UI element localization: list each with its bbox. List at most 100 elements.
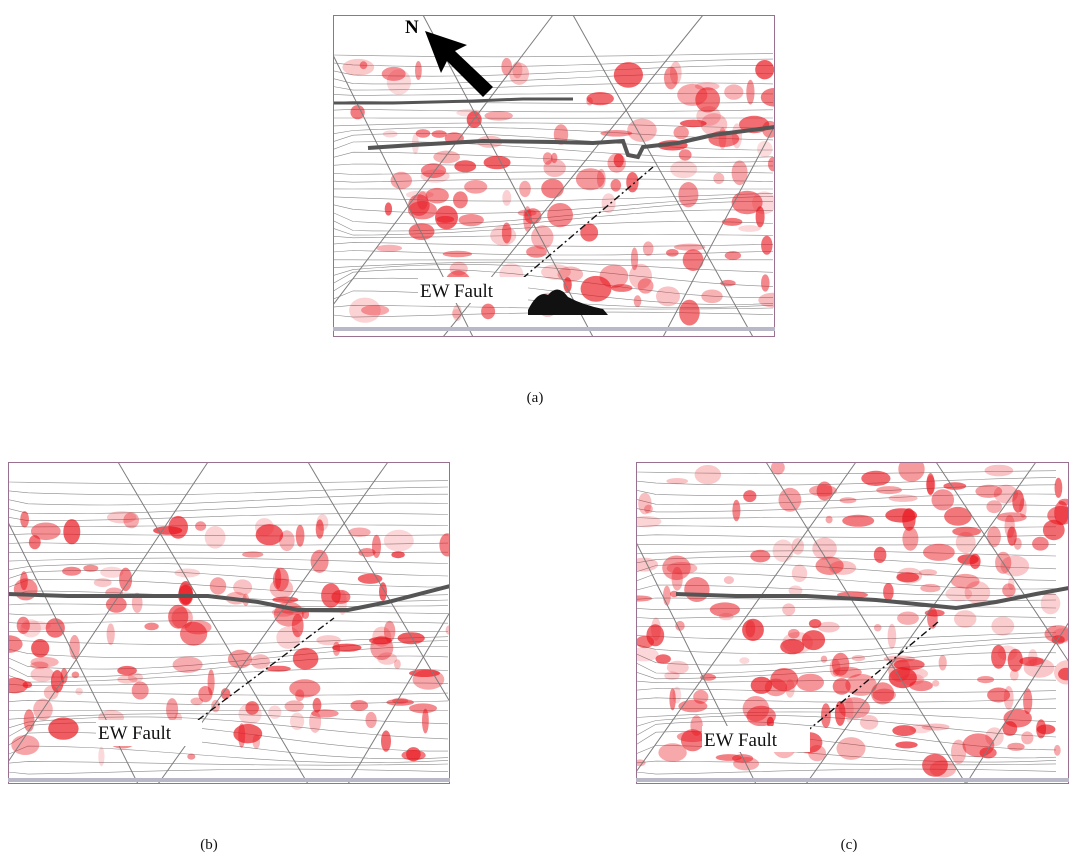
anomaly-patch <box>543 159 566 177</box>
anomaly-patch <box>172 656 203 673</box>
anomaly-patch <box>636 595 653 602</box>
anomaly-patch <box>442 250 473 258</box>
anomaly-patch <box>382 130 398 138</box>
anomaly-patch <box>817 621 840 633</box>
anomaly-patch <box>563 277 572 293</box>
anomaly-patch <box>290 712 305 730</box>
anomaly-patch <box>938 655 947 671</box>
anomaly-patch <box>987 687 1011 703</box>
anomaly-patch <box>902 508 916 531</box>
contour-line <box>8 486 449 496</box>
contour-line <box>8 557 449 564</box>
anomaly-patch <box>782 603 796 616</box>
anomaly-patch <box>309 710 322 733</box>
anomaly-patch <box>509 62 529 85</box>
anomaly-patch <box>696 106 721 126</box>
anomaly-patch <box>695 87 721 113</box>
contour-lines-c <box>636 470 1057 775</box>
anomaly-patch <box>746 705 776 727</box>
anomaly-patch <box>383 529 414 552</box>
anomaly-patch <box>709 602 740 617</box>
anomaly-patch <box>242 551 264 558</box>
anomaly-patch <box>117 665 137 676</box>
anomaly-patch <box>292 647 319 670</box>
anomaly-patch <box>996 512 1027 523</box>
anomaly-patch <box>845 697 854 723</box>
anomaly-patch <box>11 735 40 755</box>
anomaly-patch <box>1000 555 1030 577</box>
anomaly-patch <box>209 577 227 595</box>
contour-line <box>636 525 1057 528</box>
anomaly-patch <box>768 156 775 172</box>
anomaly-patch <box>664 671 680 680</box>
anomaly-patch <box>1040 592 1061 615</box>
anomaly-patch <box>680 729 705 752</box>
contour-line <box>636 493 1057 505</box>
anomaly-patch <box>1007 526 1017 546</box>
anomaly-patch <box>678 182 699 208</box>
anomaly-patch <box>637 278 654 294</box>
contour-line <box>636 516 1057 519</box>
anomaly-patch <box>190 697 204 706</box>
anomaly-patch <box>897 611 919 625</box>
contour-line <box>333 178 774 183</box>
contour-line <box>8 579 449 596</box>
anomaly-patch <box>764 678 788 697</box>
fault-label-bg-c <box>702 726 810 752</box>
anomaly-patch <box>431 130 447 138</box>
anomaly-patch <box>105 596 127 613</box>
north-label: N <box>405 17 419 38</box>
anomaly-patch <box>760 88 775 107</box>
anomaly-patch <box>670 61 682 85</box>
anomaly-patch <box>365 711 377 729</box>
anomaly-patch <box>920 583 941 593</box>
anomaly-patch <box>171 607 193 629</box>
anomaly-patch <box>384 202 393 216</box>
frame-b <box>8 462 450 784</box>
anomaly-patch <box>381 730 391 752</box>
anomaly-patch <box>666 660 689 675</box>
anomaly-patch <box>633 295 642 307</box>
anomaly-patch <box>8 677 28 694</box>
anomaly-patch <box>119 567 133 592</box>
anomaly-patch <box>350 105 365 120</box>
anomaly-patch <box>369 636 393 645</box>
contour-line <box>333 242 774 247</box>
anomaly-patch <box>43 685 59 700</box>
anomaly-patch <box>350 700 369 711</box>
anomaly-patch <box>898 462 925 482</box>
anomaly-patch <box>761 274 770 292</box>
contour-line <box>8 745 449 763</box>
anomaly-patch <box>195 521 207 531</box>
anomaly-patch <box>415 61 422 80</box>
contour-line <box>8 524 449 528</box>
anomaly-patch <box>743 490 757 503</box>
anomaly-patch <box>207 669 215 696</box>
anomaly-patch <box>771 462 785 475</box>
fault-label-bg-b <box>96 720 202 746</box>
map-panel-c: EW Fault <box>636 462 1069 784</box>
anomaly-patch <box>713 172 725 185</box>
fault-label-a: EW Fault <box>420 281 494 302</box>
anomaly-patch <box>644 504 653 514</box>
anomaly-patch <box>944 506 972 526</box>
anomaly-patch <box>435 205 458 230</box>
anomaly-patch <box>666 478 688 485</box>
anomaly-patch <box>1054 477 1063 498</box>
anomaly-patch <box>636 635 655 649</box>
anomaly-patch <box>310 549 329 573</box>
anomaly-patch <box>613 153 624 168</box>
anomaly-patch <box>295 689 305 702</box>
anomaly-patch <box>245 701 259 715</box>
map-b-svg: EW Fault <box>8 462 450 784</box>
anomaly-patch <box>453 191 468 209</box>
anomaly-patch <box>888 494 918 502</box>
anomaly-patch <box>168 604 189 629</box>
anomaly-patch <box>23 709 35 732</box>
anomaly-patch <box>464 180 488 194</box>
anomaly-patch <box>69 634 80 660</box>
contour-line <box>8 493 448 506</box>
contour-line <box>333 264 774 287</box>
anomaly-patch <box>755 206 765 228</box>
fault-label-b: EW Fault <box>98 723 172 744</box>
